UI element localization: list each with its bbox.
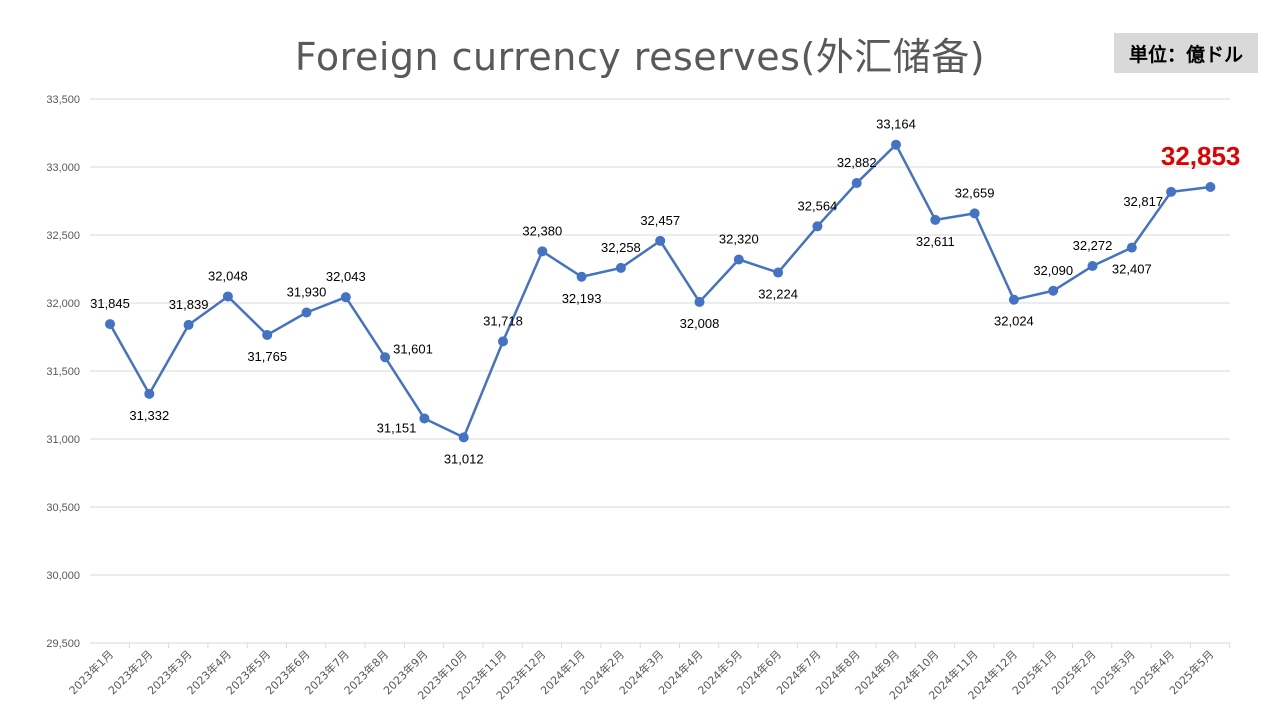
data-label: 32,320	[719, 231, 759, 246]
data-point	[694, 296, 705, 307]
data-point	[498, 336, 508, 347]
data-point	[812, 221, 823, 232]
data-label: 32,024	[994, 314, 1034, 329]
data-point	[969, 208, 980, 219]
data-label: 32,043	[326, 269, 366, 284]
data-point	[930, 214, 941, 225]
data-point	[222, 291, 233, 302]
y-tick-label: 31,000	[46, 434, 80, 446]
data-label: 31,151	[377, 420, 417, 435]
data-point	[576, 271, 587, 282]
data-point	[851, 178, 862, 189]
data-label: 32,008	[680, 316, 720, 331]
data-label: 32,193	[562, 291, 602, 306]
unit-label: 単位：億ドル	[1114, 33, 1258, 73]
data-label: 32,258	[601, 240, 641, 255]
data-point	[262, 329, 273, 340]
data-label: 32,272	[1073, 238, 1113, 253]
data-label: 31,012	[444, 451, 484, 466]
data-point	[183, 319, 194, 330]
data-label: 31,718	[483, 313, 523, 328]
data-label: 32,457	[640, 213, 680, 228]
data-point	[733, 254, 744, 265]
y-tick-label: 33,000	[46, 162, 80, 174]
data-point	[301, 307, 312, 318]
data-point	[655, 235, 666, 246]
highlight-data-label: 32,853	[1161, 141, 1241, 171]
y-axis-ticks: 29,500 30,000 30,500 31,000 31,500 32,000 32,5…	[46, 94, 80, 650]
data-label: 32,611	[916, 234, 955, 249]
data-point	[1205, 181, 1216, 192]
data-label: 31,845	[90, 296, 130, 311]
y-tick-label: 33,500	[46, 94, 80, 106]
data-label: 32,564	[798, 198, 838, 213]
data-label: 31,332	[129, 408, 169, 423]
gridlines	[90, 98, 1230, 644]
data-point	[1048, 285, 1059, 296]
data-label: 32,882	[837, 155, 877, 170]
y-tick-label: 32,500	[46, 230, 80, 242]
y-tick-label: 30,500	[46, 502, 80, 514]
data-point	[1166, 186, 1177, 197]
data-point	[891, 139, 901, 150]
data-label: 32,090	[1033, 263, 1073, 278]
data-point	[773, 267, 784, 278]
data-label: 32,659	[955, 185, 995, 200]
data-label: 31,839	[169, 297, 209, 312]
data-labels: 31,84531,33231,83932,04831,76531,93032,0…	[90, 117, 1240, 467]
series-line	[108, 143, 1211, 439]
y-tick-label: 31,500	[46, 366, 80, 378]
data-point	[1087, 261, 1098, 272]
series-points	[105, 139, 1216, 443]
data-point	[380, 352, 391, 363]
data-label: 33,164	[876, 117, 916, 132]
data-label: 32,407	[1112, 262, 1152, 277]
x-axis-ticks: 2023年1月2023年2月2023年3月2023年4月2023年5月2023年…	[66, 643, 1231, 702]
data-point	[105, 319, 115, 330]
data-point	[144, 388, 155, 399]
data-point	[615, 262, 626, 273]
data-point	[458, 432, 469, 443]
data-label: 32,817	[1123, 194, 1163, 209]
chart-title: Foreign currency reserves(外汇储备)	[294, 35, 986, 79]
data-label: 32,380	[522, 223, 562, 238]
y-tick-label: 29,500	[46, 638, 80, 650]
data-label: 32,224	[758, 287, 798, 302]
y-tick-label: 32,000	[46, 298, 80, 310]
data-label: 31,930	[287, 285, 327, 300]
y-tick-label: 30,000	[46, 570, 80, 582]
data-point	[537, 246, 548, 257]
data-label: 32,048	[208, 268, 248, 283]
data-label: 31,601	[393, 341, 433, 356]
data-point	[340, 292, 351, 303]
data-point	[1008, 294, 1019, 305]
data-label: 31,765	[247, 349, 287, 364]
data-point	[419, 413, 430, 424]
series-polyline	[108, 143, 1211, 439]
data-point	[1126, 242, 1137, 253]
